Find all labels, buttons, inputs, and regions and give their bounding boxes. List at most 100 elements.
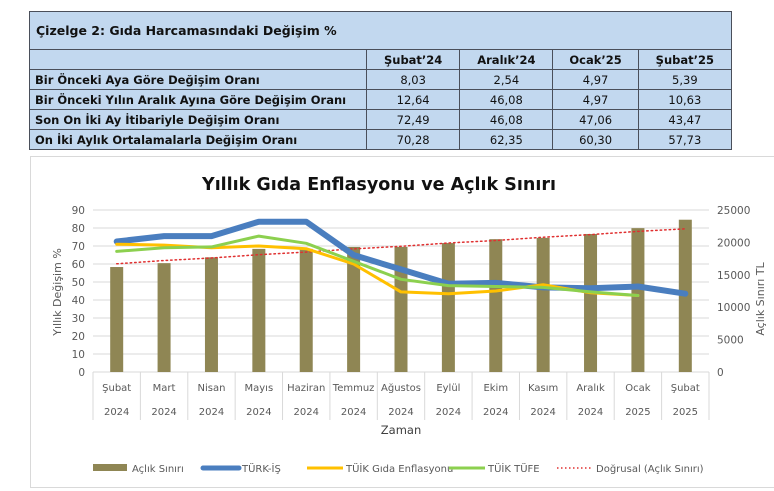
chart-svg: Yıllık Gıda Enflasyonu ve Açlık Sınırı 0…	[51, 175, 767, 475]
y2-tick-label: 15000	[717, 270, 750, 282]
y-axis-label: Yıllık Değişim %	[51, 248, 64, 337]
table-header-row: Şubat’24 Aralık’24 Ocak’25 Şubat’25	[29, 49, 733, 70]
y2-axis-label: Açlık Sınırı TL	[754, 261, 767, 335]
cell: 4,97	[552, 69, 639, 90]
x-tick-year: 2024	[199, 407, 224, 418]
bar	[489, 239, 503, 372]
legend-label: TÜİK Gıda Enflasyonu	[345, 462, 453, 475]
table-title: Çizelge 2: Gıda Harcamasındaki Değişim %	[29, 11, 732, 50]
bar	[252, 248, 266, 372]
x-tick-month: Aralık	[576, 383, 605, 394]
x-tick-year: 2024	[151, 407, 176, 418]
line-Doğrusal (Açlık Sınırı)	[115, 228, 687, 265]
x-tick-year: 2024	[341, 407, 366, 418]
column-header: Şubat’25	[637, 49, 733, 70]
cell: 72,49	[365, 109, 461, 130]
y2-tick-label: 20000	[717, 237, 750, 249]
x-tick-month: Ocak	[625, 383, 650, 394]
x-tick-year: 2024	[246, 407, 271, 418]
x-tick-year: 2024	[436, 407, 461, 418]
y2-tick-label: 0	[717, 367, 724, 379]
cell: 2,54	[459, 69, 554, 90]
legend-item: Doğrusal (Açlık Sınırı)	[557, 463, 704, 475]
bar	[110, 267, 124, 372]
cell: 46,08	[459, 89, 554, 110]
table-row: Son On İki Ay İtibariyle Değişim Oranı 7…	[29, 109, 733, 130]
cell: 5,39	[637, 69, 733, 90]
y-tick-label: 50	[72, 277, 85, 289]
legend-item: TÜRK-İŞ	[200, 462, 281, 475]
y-tick-label: 40	[72, 295, 85, 307]
bar	[347, 246, 361, 372]
chart-container: Yıllık Gıda Enflasyonu ve Açlık Sınırı 0…	[30, 156, 774, 488]
x-tick-month: Haziran	[287, 383, 325, 394]
row-label: Son On İki Ay İtibariyle Değişim Oranı	[29, 109, 367, 130]
bar	[631, 228, 645, 372]
change-table: Çizelge 2: Gıda Harcamasındaki Değişim %…	[29, 11, 733, 150]
x-tick-month: Ağustos	[381, 382, 421, 394]
bar-series-aclik-siniri	[110, 219, 692, 372]
bar	[536, 237, 550, 372]
table-row: On İki Aylık Ortalamalarla Değişim Oranı…	[29, 129, 733, 150]
trendline-series	[115, 228, 687, 265]
y-tick-label: 30	[72, 313, 85, 325]
x-tick-year: 2024	[388, 407, 413, 418]
cell: 60,30	[552, 129, 639, 150]
table-row: Bir Önceki Aya Göre Değişim Oranı 8,03 2…	[29, 69, 733, 90]
x-tick-month: Nisan	[197, 383, 225, 394]
column-header: Aralık’24	[459, 49, 554, 70]
x-tick-year: 2024	[578, 407, 603, 418]
legend-item: Açlık Sınırı	[93, 464, 184, 475]
cell: 10,63	[637, 89, 733, 110]
x-tick-month: Şubat	[671, 383, 700, 394]
y-tick-label: 0	[78, 367, 85, 379]
legend-label: Açlık Sınırı	[132, 464, 184, 475]
y2-tick-label: 10000	[717, 302, 750, 314]
column-header: Ocak’25	[552, 49, 639, 70]
bar	[157, 263, 171, 372]
y2-tick-label: 25000	[717, 205, 750, 217]
cell: 12,64	[365, 89, 461, 110]
y-tick-label: 70	[72, 241, 85, 253]
cell: 46,08	[459, 109, 554, 130]
row-label: On İki Aylık Ortalamalarla Değişim Oranı	[29, 129, 367, 150]
left-axis-ticks: 0 10 20 30 40 50 60 70 80 90	[72, 205, 85, 379]
row-label: Bir Önceki Yılın Aralık Ayına Göre Değiş…	[29, 89, 367, 110]
row-label: Bir Önceki Aya Göre Değişim Oranı	[29, 69, 367, 90]
chart-title: Yıllık Gıda Enflasyonu ve Açlık Sınırı	[201, 175, 556, 195]
y-tick-label: 20	[72, 331, 85, 343]
chart-legend: Açlık Sınırı TÜRK-İŞ TÜİK Gıda Enflasyonu T…	[93, 462, 704, 475]
column-header: Şubat’24	[365, 49, 461, 70]
x-tick-month: Şubat	[102, 383, 131, 394]
table-row: Bir Önceki Yılın Aralık Ayına Göre Değiş…	[29, 89, 733, 110]
x-tick-month: Mayıs	[245, 383, 274, 394]
legend-label: TÜRK-İŞ	[241, 462, 281, 475]
bar	[299, 248, 313, 372]
x-tick-month: Temmuz	[332, 383, 375, 394]
legend-item: TÜİK Gıda Enflasyonu	[307, 462, 453, 475]
legend-label: TÜİK TÜFE	[487, 462, 540, 475]
x-tick-year: 2024	[294, 407, 319, 418]
legend-item: TÜİK TÜFE	[449, 462, 540, 475]
x-tick-month: Mart	[153, 383, 176, 394]
bar	[204, 257, 218, 372]
x-axis-label: Zaman	[381, 423, 421, 437]
right-axis-ticks: 0 5000 10000 15000 20000 25000	[717, 205, 750, 379]
bar	[584, 233, 598, 372]
cell: 4,97	[552, 89, 639, 110]
cell: 8,03	[365, 69, 461, 90]
bar	[441, 243, 455, 372]
y-tick-label: 60	[72, 259, 85, 271]
x-tick-year: 2024	[104, 407, 129, 418]
x-axis-categories: Şubat 2024 Mart 2024 Nisan 2024 Mayıs 2024 Hazir…	[92, 372, 710, 420]
y2-tick-label: 5000	[717, 335, 744, 347]
cell: 47,06	[552, 109, 639, 130]
cell: 43,47	[637, 109, 733, 130]
cell: 70,28	[365, 129, 461, 150]
cell: 57,73	[637, 129, 733, 150]
x-tick-year: 2025	[625, 407, 650, 418]
x-tick-month: Kasım	[528, 383, 558, 394]
x-tick-year: 2024	[483, 407, 508, 418]
line-TÜİK TÜFE	[115, 234, 640, 297]
x-tick-month: Eylül	[436, 383, 460, 394]
